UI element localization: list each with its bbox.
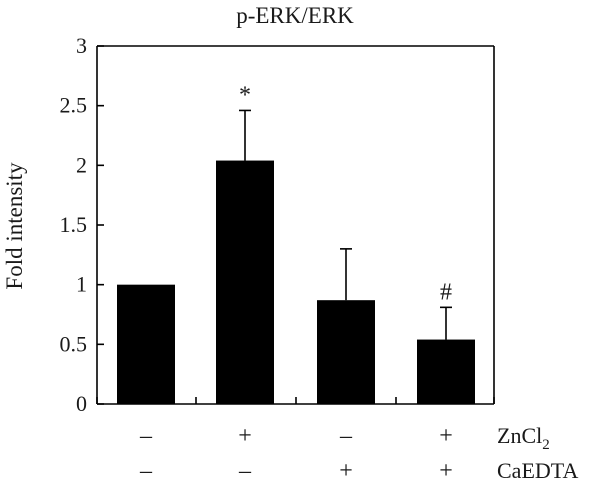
- bar-2: [216, 160, 274, 404]
- y-tick-label: 1: [76, 272, 87, 297]
- y-tick-label: 0: [76, 391, 87, 416]
- treatment-sign: +: [439, 423, 453, 449]
- y-tick-label: 2: [76, 152, 87, 177]
- treatment-sign: +: [339, 458, 353, 484]
- treatment-row-label: ZnCl2: [497, 423, 550, 453]
- significance-mark-2: *: [239, 82, 251, 108]
- y-tick-label: 0.5: [60, 331, 88, 356]
- treatment-subscript: 2: [542, 437, 550, 453]
- treatment-sign: –: [238, 458, 252, 484]
- treatment-sign: –: [339, 423, 353, 449]
- chart-title: p-ERK/ERK: [236, 3, 354, 28]
- bar-4: [417, 339, 475, 404]
- treatment-row-label: CaEDTA: [497, 458, 578, 483]
- y-tick-label: 2.5: [60, 93, 88, 118]
- treatment-name: ZnCl: [497, 423, 542, 448]
- treatment-name: CaEDTA: [497, 458, 578, 483]
- treatment-rows: – + – + ZnCl2 – – + + CaEDTA: [139, 423, 578, 484]
- bar-3: [317, 300, 375, 404]
- bar-1: [117, 284, 175, 404]
- treatment-sign: +: [238, 423, 252, 449]
- y-tick-label: 3: [76, 33, 87, 58]
- y-tick-label: 1.5: [60, 212, 88, 237]
- significance-mark-4: #: [440, 279, 452, 305]
- treatment-sign: –: [139, 458, 153, 484]
- y-axis-label: Fold intensity: [2, 162, 27, 290]
- treatment-sign: +: [439, 458, 453, 484]
- treatment-sign: –: [139, 423, 153, 449]
- plot-area: 0 0.5 1 1.5 2 2.5 3 * #: [60, 33, 495, 416]
